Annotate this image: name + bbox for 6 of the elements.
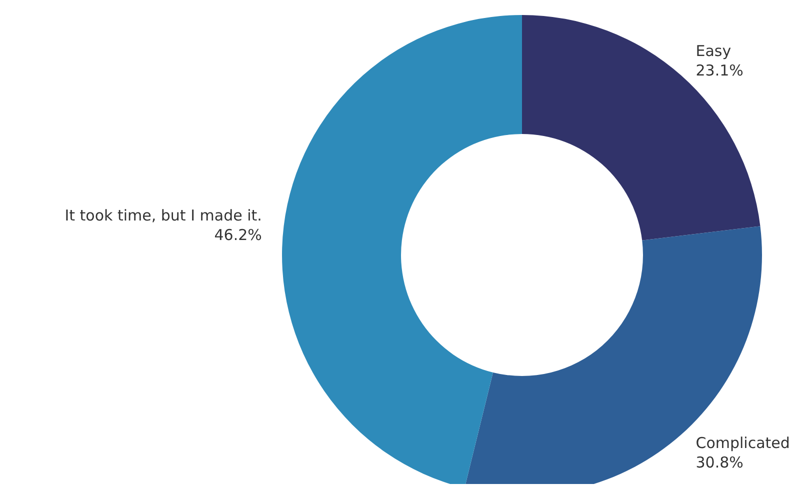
slice-label: Easy <box>696 42 732 60</box>
data-label: 46.2% <box>214 226 262 244</box>
data-label: 23.1% <box>696 61 744 80</box>
data-label: 30.8% <box>696 454 744 472</box>
slice-label: It took time, but I made it. <box>64 206 262 224</box>
slice-label: Complicated <box>696 434 790 452</box>
